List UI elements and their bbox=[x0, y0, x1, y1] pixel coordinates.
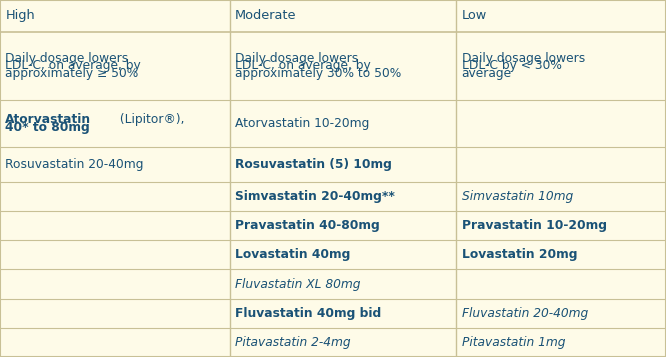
Text: Fluvastatin XL 80mg: Fluvastatin XL 80mg bbox=[235, 277, 360, 291]
Text: Pravastatin 10-20mg: Pravastatin 10-20mg bbox=[462, 219, 607, 232]
Text: Daily dosage lowers: Daily dosage lowers bbox=[5, 52, 129, 65]
Text: Rosuvastatin 20-40mg: Rosuvastatin 20-40mg bbox=[5, 158, 144, 171]
Text: Fluvastatin 20-40mg: Fluvastatin 20-40mg bbox=[462, 307, 588, 320]
Text: approximately ≥ 50%: approximately ≥ 50% bbox=[5, 67, 139, 80]
Text: LDL-C, on average, by: LDL-C, on average, by bbox=[235, 60, 371, 72]
Text: Daily dosage lowers: Daily dosage lowers bbox=[235, 52, 358, 65]
Text: (Lipitor®),: (Lipitor®), bbox=[117, 113, 185, 126]
Text: Low: Low bbox=[462, 10, 487, 22]
Text: Lovastatin 40mg: Lovastatin 40mg bbox=[235, 248, 350, 261]
Text: Moderate: Moderate bbox=[235, 10, 296, 22]
Text: Pitavastatin 1mg: Pitavastatin 1mg bbox=[462, 336, 565, 349]
Text: Lovastatin 20mg: Lovastatin 20mg bbox=[462, 248, 577, 261]
Text: Simvastatin 10mg: Simvastatin 10mg bbox=[462, 190, 573, 203]
Text: Rosuvastatin (5) 10mg: Rosuvastatin (5) 10mg bbox=[235, 158, 392, 171]
Text: Fluvastatin 40mg bid: Fluvastatin 40mg bid bbox=[235, 307, 382, 320]
Text: Pravastatin 40-80mg: Pravastatin 40-80mg bbox=[235, 219, 380, 232]
Text: approximately 30% to 50%: approximately 30% to 50% bbox=[235, 67, 402, 80]
Text: High: High bbox=[5, 10, 35, 22]
Text: Daily dosage lowers: Daily dosage lowers bbox=[462, 52, 585, 65]
Text: average: average bbox=[462, 67, 511, 80]
Text: Simvastatin 20-40mg**: Simvastatin 20-40mg** bbox=[235, 190, 395, 203]
Text: LDL-C by < 30%: LDL-C by < 30% bbox=[462, 60, 561, 72]
Text: Atorvastatin: Atorvastatin bbox=[5, 113, 91, 126]
Text: Pitavastatin 2-4mg: Pitavastatin 2-4mg bbox=[235, 336, 351, 349]
Text: LDL-C, on average, by: LDL-C, on average, by bbox=[5, 60, 141, 72]
Text: 40* to 80mg: 40* to 80mg bbox=[5, 121, 90, 134]
Text: Atorvastatin 10-20mg: Atorvastatin 10-20mg bbox=[235, 117, 370, 130]
